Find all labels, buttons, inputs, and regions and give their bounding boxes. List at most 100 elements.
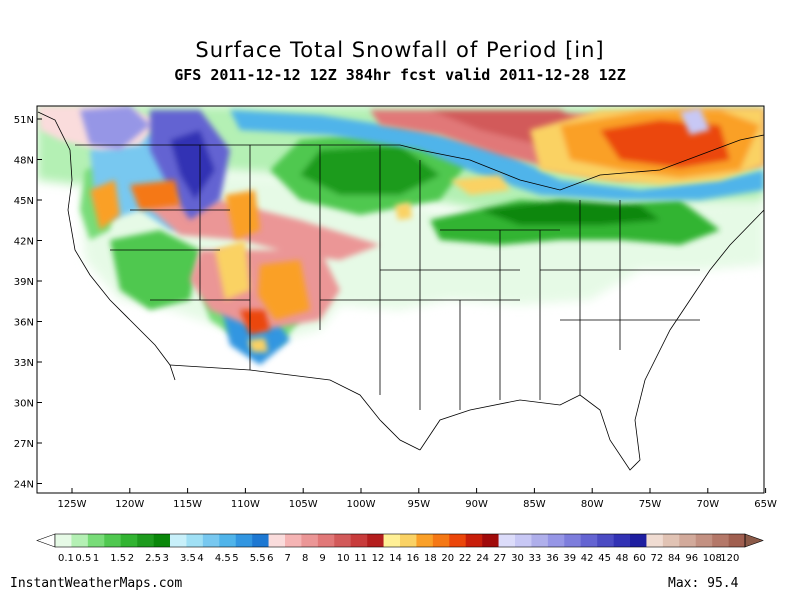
lat-label: 33N — [14, 358, 34, 369]
colorbar-swatch — [564, 534, 582, 547]
lon-label: 70W — [696, 499, 719, 510]
lat-label: 42N — [14, 237, 34, 248]
colorbar-swatch — [202, 534, 220, 547]
colorbar-swatch — [679, 534, 697, 547]
colorbar-swatch — [317, 534, 335, 547]
source-credit: InstantWeatherMaps.com — [10, 576, 183, 591]
lon-label: 90W — [465, 499, 488, 510]
lon-label: 115W — [173, 499, 202, 510]
lon-label: 105W — [289, 499, 318, 510]
colorbar-swatch — [728, 534, 746, 547]
colorbar-label: 96 — [685, 553, 699, 564]
colorbar-label: 16 — [406, 553, 420, 564]
map-subtitle: GFS 2011-12-12 12Z 384hr fcst valid 2011… — [174, 66, 626, 84]
colorbar-swatch — [465, 534, 483, 547]
colorbar-swatch — [613, 534, 631, 547]
snowfall-field — [37, 106, 764, 493]
lon-label: 100W — [347, 499, 376, 510]
colorbar-label: 9 — [319, 553, 326, 564]
lat-label: 36N — [14, 318, 34, 329]
colorbar-swatch — [71, 534, 89, 547]
lat-label: 39N — [14, 277, 34, 288]
colorbar-label: 0.5 — [75, 553, 92, 564]
state-lines — [110, 145, 700, 410]
colorbar-swatch — [695, 534, 713, 547]
colorbar-label: 4.5 — [214, 553, 231, 564]
colorbar-swatch — [350, 534, 368, 547]
map-title: Surface Total Snowfall of Period [in] — [195, 38, 605, 62]
colorbar-swatch — [498, 534, 516, 547]
colorbar-swatch — [137, 534, 154, 547]
colorbar-swatch — [449, 534, 467, 547]
map-frame — [36, 105, 765, 494]
colorbar-label: 60 — [633, 553, 646, 564]
colorbar-label: 7 — [284, 553, 291, 564]
colorbar-swatch — [547, 534, 565, 547]
colorbar-label: 20 — [441, 553, 455, 564]
colorbar-swatch — [120, 534, 138, 547]
colorbar-swatch — [268, 534, 286, 547]
colorbar-over-arrow — [744, 533, 764, 548]
colorbar-swatch — [87, 534, 105, 547]
colorbar — [36, 533, 764, 548]
colorbar-label: 11 — [354, 553, 367, 564]
max-value: 95.4 — [707, 576, 739, 591]
lon-label: 120W — [115, 499, 144, 510]
colorbar-label: 42 — [580, 553, 594, 564]
latitude-axis: 51N 48N 45N 42N 39N 36N 33N 30N 27N 24N — [14, 115, 42, 491]
longitude-axis: 125W 120W 115W 110W 105W 100W 95W 90W 85W 80W 75W 7… — [58, 488, 777, 510]
canada-border — [75, 134, 764, 191]
colorbar-swatch — [580, 534, 598, 547]
colorbar-swatch — [515, 534, 532, 547]
colorbar-swatch — [400, 534, 417, 547]
colorbar-label: 1.5 — [110, 553, 127, 564]
colorbar-swatch — [416, 534, 434, 547]
colorbar-label: 120 — [720, 553, 740, 564]
colorbar-swatch — [531, 534, 549, 547]
colorbar-swatch — [662, 534, 680, 547]
colorbar-label: 39 — [563, 553, 577, 564]
colorbar-swatch — [55, 534, 72, 547]
lat-label: 48N — [14, 156, 34, 167]
colorbar-swatch — [186, 534, 204, 547]
colorbar-label: 24 — [476, 553, 489, 564]
colorbar-swatch — [646, 534, 664, 547]
colorbar-label: 2 — [127, 553, 135, 564]
lon-label: 80W — [581, 499, 604, 510]
colorbar-label: 6 — [267, 553, 274, 564]
colorbar-labels: 0.1 0.5 1 1.5 2 2.5 3 3.5 4 4.5 5 5.5 6 7 8 9 10 11 12 14 16… — [0, 553, 800, 567]
colorbar-label: 1 — [92, 553, 100, 564]
lat-label: 24N — [14, 480, 34, 491]
west-coast — [37, 111, 176, 381]
colorbar-swatch — [235, 534, 253, 547]
colorbar-under-arrow — [36, 533, 56, 548]
colorbar-label: 33 — [528, 553, 542, 564]
colorbar-label: 84 — [667, 553, 681, 564]
lat-label: 45N — [14, 196, 34, 207]
colorbar-swatch — [104, 534, 122, 547]
colorbar-label: 2.5 — [145, 553, 162, 564]
colorbar-swatch — [712, 534, 729, 547]
colorbar-label: 10 — [336, 553, 350, 564]
lon-label: 75W — [639, 499, 662, 510]
lon-label: 125W — [58, 499, 87, 510]
colorbar-swatch — [285, 534, 302, 547]
lon-label: 95W — [407, 499, 430, 510]
colorbar-swatch — [301, 534, 319, 547]
colorbar-label: 0.1 — [58, 553, 74, 564]
colorbar-swatch — [482, 534, 499, 547]
max-readout: Max: 95.4 — [668, 576, 738, 591]
colorbar-swatch — [153, 534, 171, 547]
colorbar-swatch — [597, 534, 614, 547]
colorbar-frame — [54, 533, 746, 548]
colorbar-label: 3 — [162, 553, 169, 564]
colorbar-label: 5.5 — [249, 553, 266, 564]
lon-label: 65W — [754, 499, 777, 510]
colorbar-label: 72 — [650, 553, 664, 564]
colorbar-label: 36 — [545, 553, 559, 564]
colorbar-label: 14 — [389, 553, 402, 564]
max-label: Max: — [668, 576, 700, 591]
lon-label: 110W — [231, 499, 260, 510]
colorbar-swatch — [334, 534, 352, 547]
